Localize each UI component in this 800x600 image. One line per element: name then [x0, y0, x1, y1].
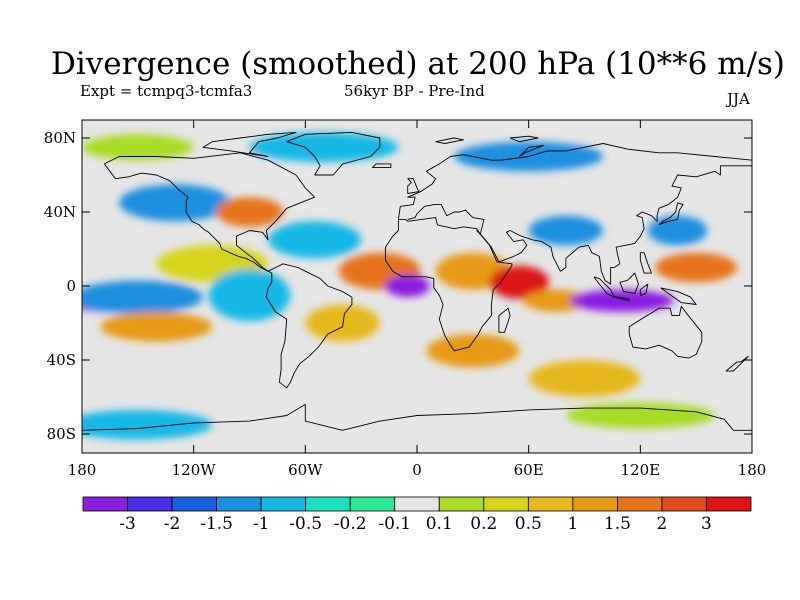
colorbar-swatch: [617, 496, 663, 512]
coastline-21: [435, 137, 464, 144]
field-region-5: [119, 184, 231, 222]
lat-tick-label: 0: [66, 277, 76, 295]
colorbar-label: -0.2: [334, 514, 367, 534]
lat-tick-label: 40S: [47, 351, 76, 369]
field-region-7: [268, 221, 362, 259]
lat-tick-label: 40N: [44, 203, 76, 221]
colorbar-swatch: [349, 496, 396, 512]
colorbar-label: 0.5: [515, 514, 542, 534]
coastline-15: [407, 178, 420, 194]
colorbar-label: 2: [657, 514, 668, 534]
colorbar-swatch: [171, 496, 217, 512]
coastline-6: [628, 305, 703, 359]
colorbar-swatch: [661, 496, 707, 512]
field-region-15: [569, 289, 674, 312]
field-region-13: [528, 215, 604, 246]
coastline-20: [509, 135, 539, 143]
coastline-22: [519, 144, 545, 157]
coastline-14: [498, 307, 511, 333]
field-region-2: [100, 311, 213, 342]
coastline-9: [619, 272, 639, 294]
coastline-5: [476, 165, 752, 285]
colorbar-swatch: [305, 496, 351, 512]
coastline-0: [103, 152, 353, 389]
field-region-22: [82, 134, 194, 161]
experiment-label: Expt = tcmpq3-tcmfa3: [80, 82, 253, 100]
colorbar-label: 1.5: [604, 514, 631, 534]
colorbar-label: 0.2: [470, 514, 497, 534]
colorbar-label: 3: [701, 514, 712, 534]
plot-title: Divergence (smoothed) at 200 hPa (10**6 …: [51, 46, 785, 82]
lon-tick-label: 180: [738, 461, 767, 479]
coastline-11: [660, 287, 697, 305]
field-region-1: [82, 280, 203, 314]
field-region-14: [523, 289, 591, 312]
period-label: 56kyr BP - Pre-Ind: [344, 82, 485, 100]
lon-tick-label: 180: [68, 461, 97, 479]
colorbar-label: -3: [119, 514, 136, 534]
colorbar-label: 1: [567, 514, 578, 534]
colorbar-label: -2: [164, 514, 181, 534]
lon-tick-label: 0: [412, 461, 422, 479]
lon-tick-label: 120E: [621, 461, 661, 479]
colorbar-swatch: [572, 496, 618, 512]
coastline-3: [384, 217, 513, 352]
colorbar-swatch: [438, 496, 485, 512]
coastline-17: [371, 163, 392, 169]
field-region-16: [655, 252, 738, 283]
colorbar-swatch: [394, 496, 440, 512]
field-region-4: [208, 269, 291, 322]
colorbar-swatch: [127, 496, 173, 512]
colorbar-swatch: [216, 496, 262, 512]
season-label: JJA: [727, 90, 750, 108]
field-region-19: [528, 360, 641, 397]
lon-tick-label: 60W: [288, 461, 323, 479]
lat-tick-label: 80N: [44, 129, 76, 147]
colorbar-label: -1: [253, 514, 270, 534]
field-region-24: [565, 402, 715, 429]
divergence-field: [82, 132, 738, 440]
colorbar-swatch: [82, 496, 128, 512]
colorbar-swatch: [706, 496, 752, 512]
coastline-2: [397, 143, 752, 220]
coastline-1: [286, 131, 381, 176]
field-region-10: [305, 304, 380, 342]
colorbar-label: -0.5: [289, 514, 322, 534]
colorbar-label: -1.5: [200, 514, 233, 534]
coastline-18: [82, 403, 752, 431]
lon-tick-label: 120W: [172, 461, 217, 479]
colorbar-swatch: [483, 496, 529, 512]
axis-ticks: 80N 40N 0 40S 80S 180 120W 60W 0 60E 120E 180: [44, 120, 767, 479]
field-region-23: [82, 409, 213, 440]
colorbar: -3 -2 -1.5 -1 -0.5 -0.2 -0.1 0.1 0.2 0.5 1 1.5 2 3: [82, 496, 752, 534]
coastline-13: [639, 252, 652, 274]
coastline-8: [614, 296, 630, 302]
coastline-19: [202, 131, 297, 157]
lat-tick-label: 80S: [47, 425, 76, 443]
coastline-4: [407, 204, 485, 235]
colorbar-swatch: [260, 496, 307, 512]
colorbar-swatch: [527, 496, 574, 512]
field-region-9: [385, 274, 431, 298]
coastline-16: [725, 355, 749, 372]
colorbar-label: -0.1: [378, 514, 411, 534]
field-region-20: [249, 132, 399, 163]
field-region-18: [426, 334, 520, 368]
colorbar-label: 0.1: [426, 514, 453, 534]
field-region-12: [489, 265, 550, 299]
coastline-12: [658, 202, 684, 226]
lon-tick-label: 60E: [514, 461, 544, 479]
field-region-6: [216, 197, 283, 227]
coastline-10: [639, 283, 649, 296]
coastlines: [82, 131, 752, 431]
